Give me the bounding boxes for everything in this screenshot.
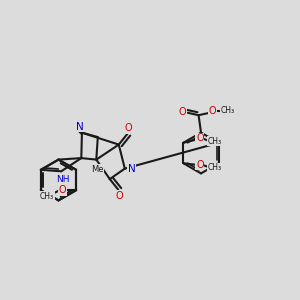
Text: Me: Me: [91, 165, 103, 174]
Text: CH₃: CH₃: [208, 163, 222, 172]
Text: O: O: [196, 160, 204, 170]
Text: CH₃: CH₃: [208, 137, 222, 146]
Text: O: O: [209, 106, 217, 116]
Text: O: O: [179, 107, 187, 117]
Text: O: O: [59, 185, 67, 195]
Text: N: N: [128, 164, 135, 174]
Text: CH₃: CH₃: [220, 106, 235, 115]
Text: N: N: [76, 122, 84, 132]
Text: O: O: [125, 123, 133, 133]
Text: NH: NH: [56, 175, 70, 184]
Text: O: O: [196, 133, 204, 143]
Text: O: O: [116, 190, 124, 201]
Text: CH₃: CH₃: [40, 192, 54, 201]
